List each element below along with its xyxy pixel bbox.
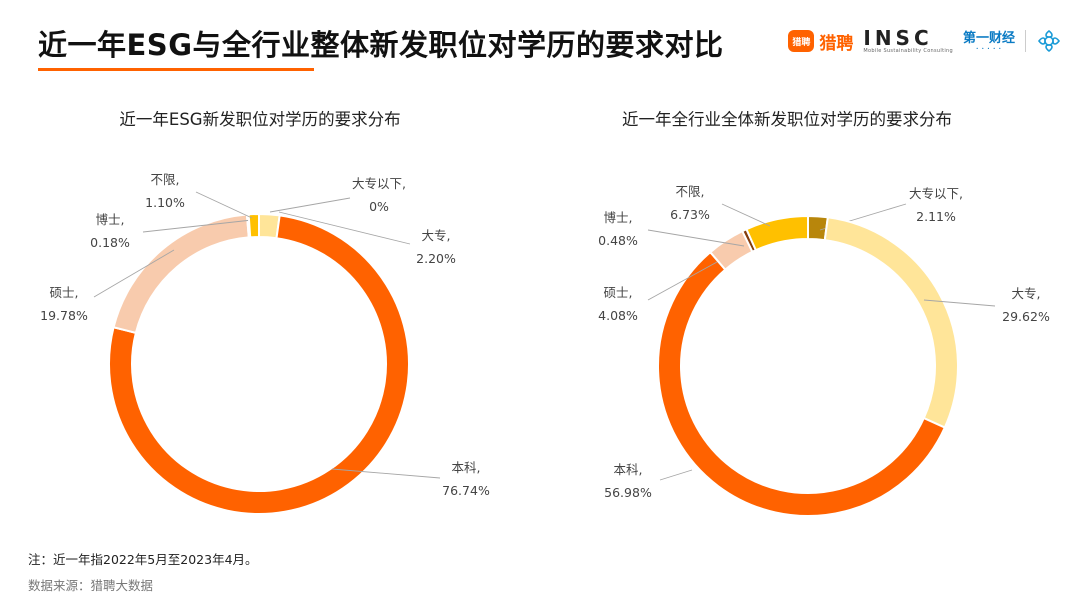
insc-logo-text: INSC: [863, 26, 933, 50]
all-leader-line-5: [721, 203, 771, 227]
all-leader-line-4: [647, 229, 745, 247]
esg-slice-name-0: 大专以下,: [352, 176, 406, 191]
all-slice-name-2: 本科,: [614, 462, 643, 477]
esg-slice-name-1: 大专,: [422, 228, 451, 243]
cbn-logo-subtitle: • • • • •: [976, 46, 1002, 51]
all-slice-name-5: 不限,: [676, 184, 705, 199]
all-slice-name-0: 大专以下,: [909, 186, 963, 201]
cbn-logo-text: 第一财经: [962, 31, 1015, 46]
esg-slice-2: [108, 214, 410, 515]
esg-slice-value-5: 1.10%: [145, 195, 185, 210]
liepin-logo-mark: 猎聘: [788, 30, 815, 52]
logo-separator: [1025, 30, 1026, 52]
all-slice-name-4: 博士,: [604, 210, 633, 225]
esg-leader-line-2: [331, 468, 441, 479]
all-slice-value-1: 29.62%: [1002, 309, 1050, 324]
logo-bar: 猎聘 猎聘 INSC Mobile Sustainability Consult…: [788, 24, 1062, 58]
all-slice-1: [823, 216, 959, 429]
esg-slice-value-4: 0.18%: [90, 235, 130, 250]
esg-leader-line-3: [93, 249, 175, 298]
all-slice-value-0: 2.11%: [916, 209, 956, 224]
insc-logo-subtitle: Mobile Sustainability Consulting: [863, 48, 953, 54]
flower-logo-icon: [1037, 29, 1061, 53]
data-source: 数据来源：猎聘大数据: [28, 578, 154, 593]
esg-slice-name-4: 博士,: [96, 212, 125, 227]
esg-slice-name-5: 不限,: [151, 172, 180, 187]
all-slice-name-1: 大专,: [1012, 286, 1041, 301]
esg-slice-name-2: 本科,: [452, 460, 481, 475]
title-underline: [38, 68, 314, 71]
all-leader-line-1: [923, 299, 996, 307]
esg-leader-line-4: [142, 219, 253, 233]
all-leader-line-3: [647, 261, 718, 301]
insc-logo: INSC Mobile Sustainability Consulting: [863, 28, 953, 54]
footnote: 注：近一年指2022年5月至2023年4月。: [28, 552, 258, 567]
esg-slice-value-1: 2.20%: [416, 251, 456, 266]
chart-title-esg: 近一年ESG新发职位对学历的要求分布: [119, 110, 401, 129]
page-title: 近一年ESG与全行业整体新发职位对学历的要求对比: [38, 28, 724, 62]
all-slice-value-3: 4.08%: [598, 308, 638, 323]
cbn-logo: 第一财经 • • • • •: [963, 31, 1015, 51]
esg-slice-value-0: 0%: [369, 199, 389, 214]
esg-leader-line-1: [278, 211, 411, 245]
chart-title-all: 近一年全行业全体新发职位对学历的要求分布: [622, 110, 952, 129]
esg-leader-line-5: [195, 191, 253, 219]
all-slice-value-5: 6.73%: [670, 207, 710, 222]
all-slice-2: [657, 250, 947, 517]
liepin-logo-text: 猎聘: [819, 33, 854, 54]
all-slice-5: [745, 214, 809, 252]
all-slice-value-4: 0.48%: [598, 233, 638, 248]
esg-slice-value-2: 76.74%: [442, 483, 490, 498]
esg-slice-name-3: 硕士,: [50, 285, 79, 300]
all-slice-value-2: 56.98%: [604, 485, 652, 500]
all-slice-name-3: 硕士,: [604, 285, 633, 300]
esg-leader-line-0: [269, 197, 351, 213]
liepin-logo: 猎聘 猎聘: [788, 29, 853, 54]
esg-slice-value-3: 19.78%: [40, 308, 88, 323]
esg-slice-5: [247, 212, 260, 239]
all-leader-line-2: [659, 469, 693, 481]
